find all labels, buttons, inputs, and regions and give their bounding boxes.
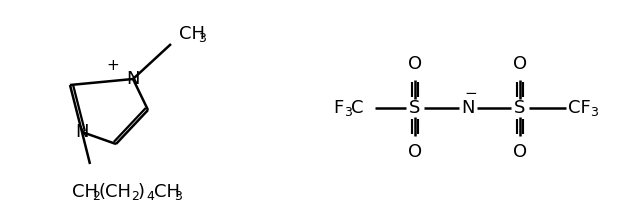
Text: 3: 3 xyxy=(344,106,352,119)
Text: F: F xyxy=(333,99,343,117)
Text: O: O xyxy=(408,55,422,73)
Text: 2: 2 xyxy=(131,191,139,203)
Text: O: O xyxy=(513,55,527,73)
Text: ): ) xyxy=(138,183,145,201)
Text: CH: CH xyxy=(72,183,98,201)
Text: CH: CH xyxy=(179,25,205,43)
Text: 2: 2 xyxy=(92,191,100,203)
Text: 3: 3 xyxy=(590,106,598,119)
Text: 3: 3 xyxy=(198,32,206,46)
Text: O: O xyxy=(408,143,422,161)
Text: CF: CF xyxy=(568,99,591,117)
Text: 4: 4 xyxy=(146,191,154,203)
Text: 3: 3 xyxy=(174,191,182,203)
Text: N: N xyxy=(126,70,140,88)
Text: (CH: (CH xyxy=(99,183,132,201)
Text: CH: CH xyxy=(154,183,180,201)
Text: C: C xyxy=(351,99,364,117)
Text: −: − xyxy=(465,86,477,102)
Text: N: N xyxy=(76,123,89,141)
Text: S: S xyxy=(515,99,525,117)
Text: +: + xyxy=(107,57,120,73)
Text: O: O xyxy=(513,143,527,161)
Text: S: S xyxy=(410,99,420,117)
Text: N: N xyxy=(461,99,475,117)
